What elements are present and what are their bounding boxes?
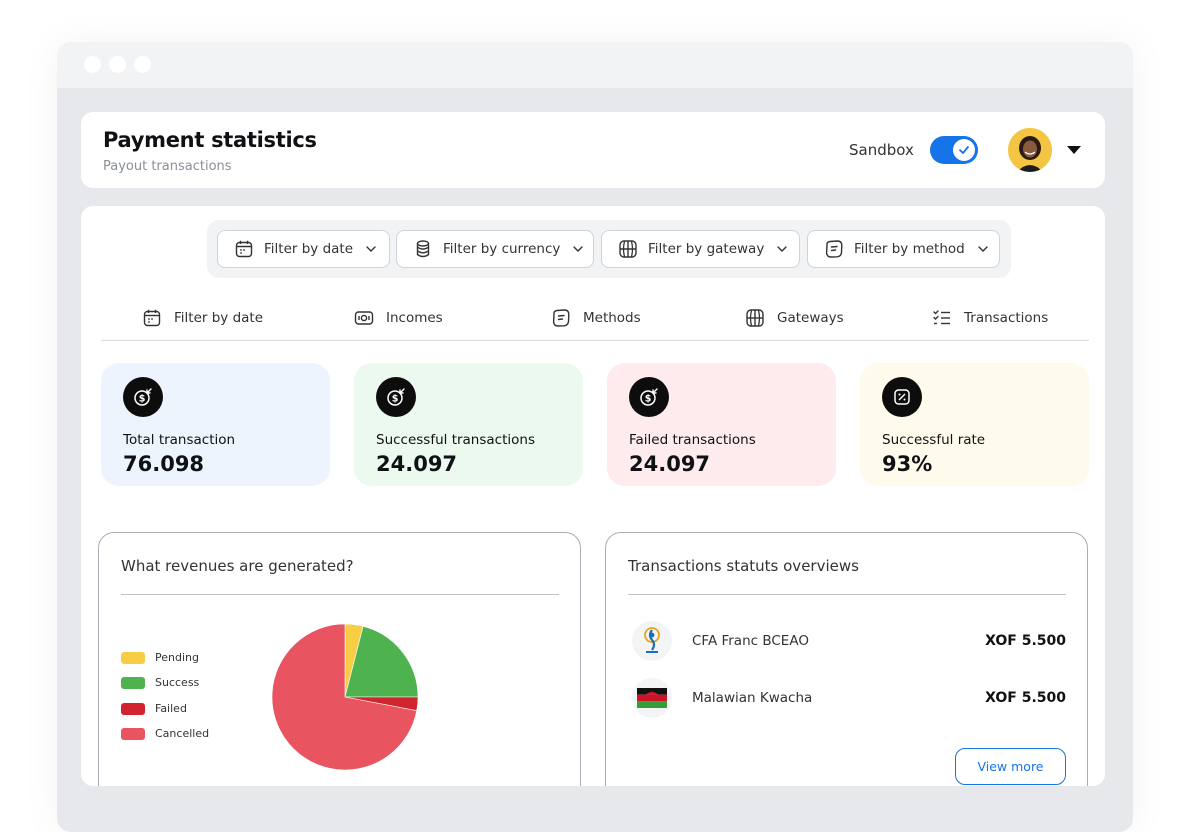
filter-gateway-label: Filter by gateway xyxy=(648,241,765,257)
stat-value: 93% xyxy=(882,452,933,476)
window-titlebar xyxy=(57,42,1133,88)
dollar-arrow-icon: $ xyxy=(376,377,416,417)
browser-window: Payment statistics Payout transactions S… xyxy=(57,42,1133,832)
calendar-icon xyxy=(143,309,161,327)
dollar-arrow-icon: $ xyxy=(123,377,163,417)
filter-method-button[interactable]: Filter by method xyxy=(807,230,1000,268)
tab-label: Incomes xyxy=(386,310,443,326)
chevron-down-icon xyxy=(366,246,376,252)
profile-dropdown-caret[interactable] xyxy=(1067,146,1081,154)
section-tabs: Filter by date Incomes Methods Gateways … xyxy=(101,296,1089,341)
percent-icon xyxy=(882,377,922,417)
view-more-button[interactable]: View more xyxy=(955,748,1066,785)
currency-name: Malawian Kwacha xyxy=(692,690,813,706)
tab-incomes[interactable]: Incomes xyxy=(354,308,443,328)
svg-text:$: $ xyxy=(645,394,652,405)
pie-slice-cancelled xyxy=(271,623,418,771)
page-subtitle: Payout transactions xyxy=(103,159,232,174)
window-dot xyxy=(134,56,151,73)
legend-label: Failed xyxy=(155,702,187,715)
stat-label: Successful rate xyxy=(882,432,986,448)
revenue-chart-card: What revenues are generated? Pending Suc… xyxy=(98,532,581,786)
tab-label: Methods xyxy=(583,310,641,326)
coins-icon xyxy=(416,240,430,258)
stat-value: 24.097 xyxy=(629,452,711,476)
page-header: Payment statistics Payout transactions S… xyxy=(81,112,1105,188)
divider xyxy=(121,594,559,595)
legend-cancelled: Cancelled xyxy=(121,727,209,740)
legend-label: Cancelled xyxy=(155,727,210,740)
chevron-down-icon xyxy=(573,246,584,252)
status-overview-card: Transactions statuts overviews CFA Franc… xyxy=(605,532,1088,786)
legend-swatch xyxy=(121,727,145,740)
stat-card-failed: $ Failed transactions 24.097 xyxy=(607,363,836,486)
legend-failed: Failed xyxy=(121,702,187,715)
divider xyxy=(628,594,1066,595)
filter-gateway-button[interactable]: Filter by gateway xyxy=(601,230,800,268)
avatar[interactable] xyxy=(1008,128,1052,172)
filter-currency-button[interactable]: Filter by currency xyxy=(396,230,594,268)
cash-icon xyxy=(354,311,374,325)
tab-gateways[interactable]: Gateways xyxy=(745,308,844,328)
tab-transactions[interactable]: Transactions xyxy=(932,308,1048,328)
currency-name: CFA Franc BCEAO xyxy=(692,633,809,649)
method-icon xyxy=(552,309,570,327)
legend-pending: Pending xyxy=(121,651,199,664)
legend-swatch xyxy=(121,676,145,689)
sandbox-label: Sandbox xyxy=(849,141,914,159)
stat-value: 24.097 xyxy=(376,452,458,476)
tab-methods[interactable]: Methods xyxy=(551,308,641,328)
list-item[interactable]: CFA Franc BCEAO XOF 5.500 xyxy=(628,621,1066,665)
pie-slice-success xyxy=(344,625,419,698)
tab-filter-by-date[interactable]: Filter by date xyxy=(142,308,263,328)
legend-swatch xyxy=(121,651,145,664)
stat-label: Total transaction xyxy=(123,432,236,448)
chevron-down-icon xyxy=(777,246,788,252)
list-item[interactable]: Malawian Kwacha XOF 5.500 xyxy=(628,678,1066,722)
filter-method-label: Filter by method xyxy=(854,241,965,257)
main-panel: Filter by date Filter by currency Filter… xyxy=(81,206,1105,786)
chevron-down-icon xyxy=(978,246,988,252)
svg-text:$: $ xyxy=(392,394,399,405)
currency-amount: XOF 5.500 xyxy=(985,690,1066,706)
legend-label: Success xyxy=(155,676,200,689)
window-dot xyxy=(84,56,101,73)
checklist-icon xyxy=(933,310,950,325)
filter-bar: Filter by date Filter by currency Filter… xyxy=(207,220,1011,278)
legend-label: Pending xyxy=(155,651,199,664)
stat-value: 76.098 xyxy=(123,452,205,476)
filter-date-label: Filter by date xyxy=(264,241,354,257)
stat-label: Successful transactions xyxy=(376,432,535,448)
filter-date-button[interactable]: Filter by date xyxy=(217,230,390,268)
dollar-arrow-icon: $ xyxy=(629,377,669,417)
revenue-pie-chart xyxy=(271,623,419,771)
stat-card-successful: $ Successful transactions 24.097 xyxy=(354,363,583,486)
sandbox-toggle[interactable] xyxy=(930,136,978,164)
method-icon xyxy=(825,240,843,258)
legend-swatch xyxy=(121,702,145,715)
tab-label: Filter by date xyxy=(174,310,264,326)
legend-success: Success xyxy=(121,676,199,689)
check-icon xyxy=(959,146,969,154)
filter-currency-label: Filter by currency xyxy=(443,241,561,257)
page-title: Payment statistics xyxy=(103,128,317,152)
status-overview-title: Transactions statuts overviews xyxy=(628,557,859,575)
globe-icon xyxy=(619,240,637,258)
currency-amount: XOF 5.500 xyxy=(985,633,1066,649)
toggle-knob xyxy=(953,139,975,161)
revenue-chart-title: What revenues are generated? xyxy=(121,557,354,575)
calendar-icon xyxy=(235,240,253,258)
stat-label: Failed transactions xyxy=(629,432,756,448)
tab-label: Gateways xyxy=(777,310,844,326)
stat-card-total: $ Total transaction 76.098 xyxy=(101,363,330,486)
avatar-image xyxy=(1008,128,1052,172)
bceao-logo-icon xyxy=(632,621,672,661)
stat-card-rate: Successful rate 93% xyxy=(860,363,1089,486)
svg-text:$: $ xyxy=(139,394,146,405)
globe-icon xyxy=(746,309,764,327)
window-dot xyxy=(109,56,126,73)
tab-label: Transactions xyxy=(964,310,1049,326)
malawi-flag-icon xyxy=(632,678,672,718)
